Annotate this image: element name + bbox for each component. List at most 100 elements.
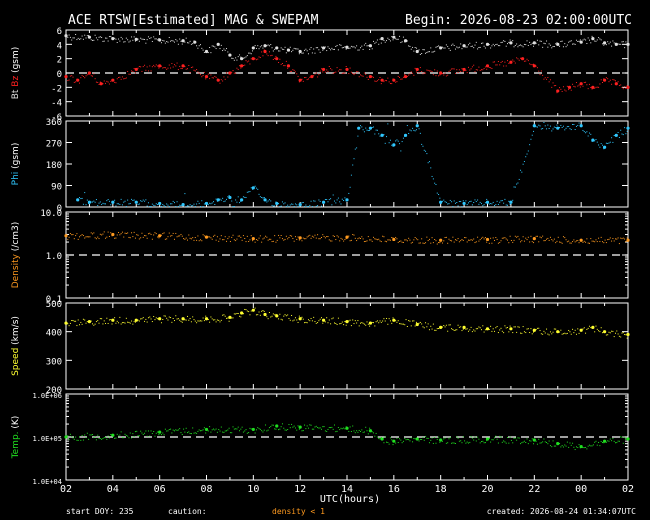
data-point-mag xyxy=(388,81,390,83)
y-tick-label-mag: 6 xyxy=(57,27,62,37)
data-point-temp xyxy=(367,433,369,435)
data-point-temp xyxy=(118,435,120,437)
data-point-phi xyxy=(365,127,367,129)
data-point-mag xyxy=(596,86,598,88)
data-point-mag xyxy=(609,79,611,81)
data-point-density xyxy=(399,240,401,242)
data-point-density xyxy=(318,238,320,240)
data-point-temp xyxy=(175,429,177,431)
data-point-temp xyxy=(583,447,585,449)
data-point-mag xyxy=(500,42,502,44)
data-point-mag xyxy=(517,46,519,48)
data-point-speed xyxy=(116,320,118,322)
data-point-temp xyxy=(438,436,440,438)
data-point-phi xyxy=(587,135,589,137)
data-point-density xyxy=(164,238,166,240)
data-point-phi xyxy=(145,199,147,201)
data-point-phi xyxy=(595,139,597,141)
data-point-phi xyxy=(533,130,535,132)
data-point-density xyxy=(141,232,143,234)
data-point-mag xyxy=(298,53,300,55)
data-point-temp xyxy=(157,431,159,433)
data-point-mag xyxy=(274,57,276,59)
data-point-phi xyxy=(340,203,342,205)
data-point-phi xyxy=(180,205,182,207)
data-point-density xyxy=(382,235,384,237)
data-point-mag xyxy=(327,46,329,48)
data-point-mag xyxy=(458,46,460,48)
data-point-mag xyxy=(483,68,485,70)
data-point-phi xyxy=(403,133,408,137)
y-axis-label-part: Phi xyxy=(11,172,21,186)
data-point-mag xyxy=(486,68,488,70)
data-point-mag xyxy=(127,70,129,72)
data-point-mag xyxy=(613,79,615,81)
data-point-speed xyxy=(309,320,311,322)
data-point-phi xyxy=(543,122,545,123)
data-point-mag xyxy=(436,46,438,48)
data-point-phi xyxy=(389,139,391,141)
data-point-mag xyxy=(172,66,174,68)
data-point-mag xyxy=(460,43,462,45)
data-point-temp xyxy=(577,447,579,449)
data-point-speed xyxy=(614,332,616,334)
data-point-phi xyxy=(525,156,527,158)
data-point-mag xyxy=(369,48,371,50)
data-point-temp xyxy=(289,427,291,429)
data-point-temp xyxy=(457,437,459,439)
data-point-speed xyxy=(544,332,546,334)
data-point-mag xyxy=(384,79,386,81)
data-point-speed xyxy=(415,322,419,327)
data-point-temp xyxy=(353,430,355,432)
data-point-speed xyxy=(239,315,241,317)
data-point-mag xyxy=(600,39,602,41)
data-point-phi xyxy=(196,203,198,205)
data-point-mag xyxy=(326,69,328,71)
data-point-speed xyxy=(353,323,355,325)
data-point-density xyxy=(423,242,425,244)
data-point-speed xyxy=(414,325,416,327)
data-point-mag xyxy=(330,68,332,70)
data-point-mag xyxy=(222,80,224,82)
data-point-phi xyxy=(189,204,191,206)
data-point-density xyxy=(445,236,447,238)
data-point-speed xyxy=(378,322,380,324)
data-point-speed xyxy=(434,329,436,331)
data-point-phi xyxy=(210,203,212,205)
data-point-mag xyxy=(345,48,347,50)
data-point-mag xyxy=(80,38,82,40)
data-point-density xyxy=(228,236,230,238)
data-point-speed xyxy=(237,312,239,314)
data-point-mag xyxy=(111,37,115,41)
data-point-speed xyxy=(371,321,373,323)
data-point-speed xyxy=(133,321,135,323)
data-point-mag xyxy=(529,63,531,65)
data-point-temp xyxy=(337,427,339,429)
data-point-mag xyxy=(579,82,583,86)
data-point-density xyxy=(284,238,286,240)
data-point-mag xyxy=(219,82,221,84)
data-point-density xyxy=(546,238,548,240)
data-point-phi xyxy=(392,145,394,147)
data-point-phi xyxy=(280,205,282,207)
data-point-speed xyxy=(456,329,458,331)
data-point-mag xyxy=(157,65,159,67)
data-point-mag xyxy=(449,69,451,71)
data-point-phi xyxy=(228,194,230,196)
data-point-mag xyxy=(133,68,135,70)
data-point-speed xyxy=(321,318,326,322)
data-point-temp xyxy=(291,423,293,425)
data-point-temp xyxy=(525,442,527,444)
data-point-mag xyxy=(380,42,382,44)
data-point-speed xyxy=(263,312,267,317)
data-point-density xyxy=(449,239,451,241)
data-point-phi xyxy=(591,138,595,142)
data-point-phi xyxy=(291,203,293,205)
data-point-temp xyxy=(626,437,630,441)
data-point-mag xyxy=(283,65,285,67)
data-point-mag xyxy=(462,44,466,48)
data-point-density xyxy=(237,235,239,237)
data-point-density xyxy=(90,232,92,234)
data-point-speed xyxy=(172,317,174,319)
